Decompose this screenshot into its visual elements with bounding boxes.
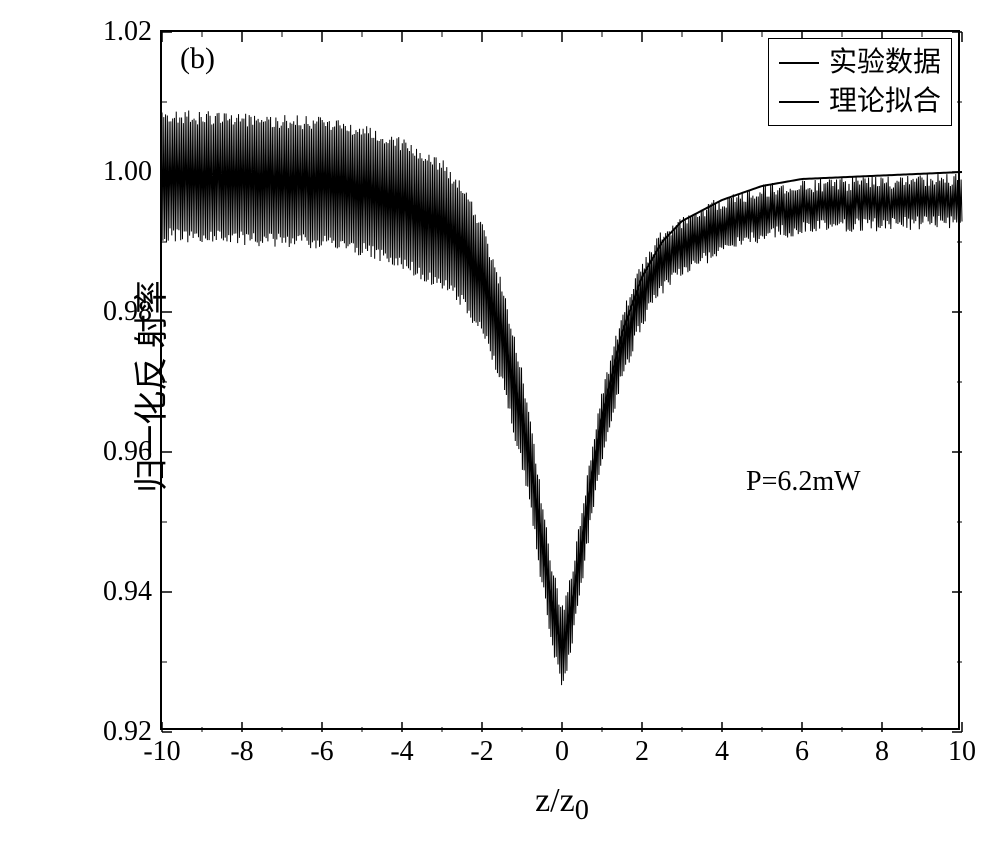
x-tick-label: -2 <box>470 736 493 768</box>
legend-label-theoretical: 理论拟合 <box>829 82 941 121</box>
chart-container: (b) P=6.2mW 实验数据 理论拟合 归一化反 射率 z/z0 -10-8… <box>0 0 1000 862</box>
x-tick-label: 6 <box>795 736 809 768</box>
x-tick-label: 0 <box>555 736 569 768</box>
legend-swatch-experimental <box>779 62 819 64</box>
y-tick-label: 1.00 <box>103 156 152 188</box>
x-tick-label: -4 <box>390 736 413 768</box>
power-annotation: P=6.2mW <box>746 466 861 498</box>
legend-row-experimental: 实验数据 <box>779 43 941 82</box>
legend-row-theoretical: 理论拟合 <box>779 82 941 121</box>
y-tick-label: 0.98 <box>103 296 152 328</box>
x-tick-label: -6 <box>310 736 333 768</box>
x-tick-label: -8 <box>230 736 253 768</box>
y-tick-label: 0.94 <box>103 576 152 608</box>
plot-svg <box>162 32 962 732</box>
x-tick-label: 10 <box>948 736 976 768</box>
y-tick-label: 1.02 <box>103 16 152 48</box>
x-axis-title-sub: 0 <box>575 795 589 826</box>
x-tick-label: 8 <box>875 736 889 768</box>
legend: 实验数据 理论拟合 <box>768 38 952 126</box>
plot-area: (b) P=6.2mW 实验数据 理论拟合 归一化反 射率 z/z0 -10-8… <box>160 30 960 730</box>
y-tick-label: 0.92 <box>103 716 152 748</box>
panel-label: (b) <box>180 42 215 76</box>
y-tick-label: 0.96 <box>103 436 152 468</box>
x-axis-title-prefix: z/z <box>535 782 575 819</box>
legend-swatch-theoretical <box>779 101 819 103</box>
x-axis-title: z/z0 <box>535 782 589 827</box>
x-tick-label: 4 <box>715 736 729 768</box>
legend-label-experimental: 实验数据 <box>829 43 941 82</box>
x-tick-label: 2 <box>635 736 649 768</box>
